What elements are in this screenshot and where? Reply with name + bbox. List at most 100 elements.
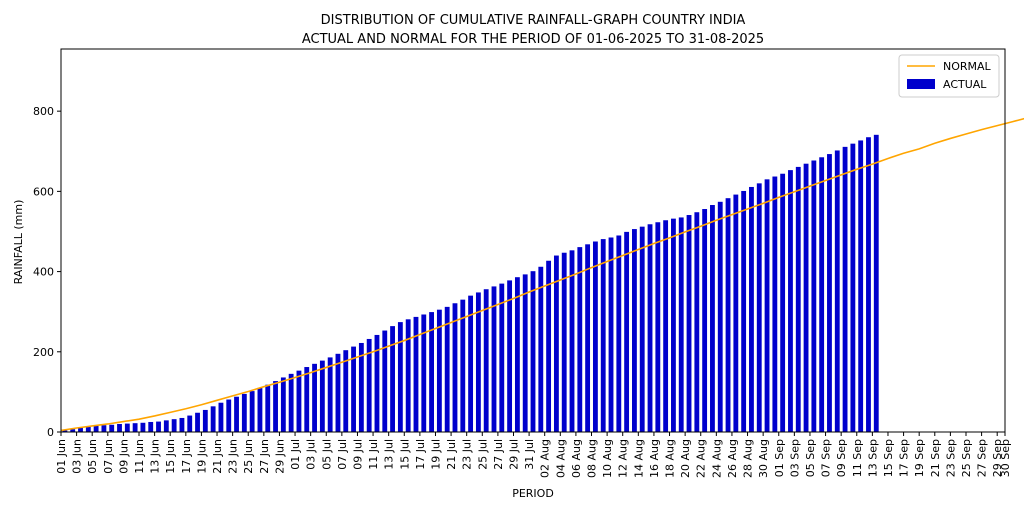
chart-subtitle: ACTUAL AND NORMAL FOR THE PERIOD OF 01-0…: [302, 32, 764, 47]
x-tick-label: 12 Aug: [617, 439, 630, 478]
actual-bar: [148, 421, 154, 432]
actual-bar: [850, 143, 856, 432]
actual-bar: [811, 160, 817, 433]
x-tick-label: 29 Jul: [508, 439, 521, 470]
actual-bar: [725, 198, 731, 432]
legend-actual-swatch: [907, 79, 935, 89]
actual-bar: [858, 140, 864, 432]
x-tick-label: 13 Jul: [383, 439, 396, 470]
actual-bar: [873, 134, 879, 432]
actual-bar: [842, 146, 848, 433]
x-tick-label: 20 Aug: [679, 439, 692, 478]
x-tick-label: 10 Aug: [601, 439, 614, 478]
x-tick-label: 21 Jun: [211, 439, 224, 474]
actual-bar: [327, 357, 333, 432]
x-tick-label: 07 Sep: [820, 439, 833, 477]
x-tick-label: 21 Sep: [929, 439, 942, 477]
actual-bar: [109, 424, 115, 432]
actual-bar: [390, 326, 395, 432]
x-tick-label: 21 Jul: [445, 439, 458, 470]
x-tick-label: 27 Sep: [976, 439, 989, 477]
actual-bar: [639, 226, 645, 432]
actual-bar: [202, 409, 208, 432]
actual-bar: [553, 255, 559, 432]
actual-bar: [819, 157, 825, 432]
actual-bar: [78, 427, 83, 432]
actual-bar: [756, 183, 762, 432]
actual-bar: [834, 150, 840, 432]
actual-bar: [538, 266, 544, 432]
actual-bar: [405, 319, 411, 432]
y-tick-label: 400: [33, 266, 54, 279]
actual-bar: [234, 396, 239, 432]
x-tick-label: 25 Jun: [242, 439, 255, 474]
x-tick-label: 05 Jun: [86, 439, 99, 474]
x-tick-label: 16 Aug: [648, 439, 661, 478]
actual-bar: [93, 425, 99, 432]
x-tick-label: 27 Jun: [258, 439, 271, 474]
x-tick-label: 22 Aug: [695, 439, 708, 478]
actual-bar: [577, 247, 583, 432]
actual-bar: [772, 176, 778, 432]
actual-bar: [319, 360, 325, 432]
actual-bar: [522, 274, 528, 432]
actual-bar: [273, 381, 278, 432]
actual-bar: [741, 190, 747, 432]
actual-bar: [491, 286, 497, 432]
actual-bar: [296, 370, 302, 432]
actual-bar: [187, 415, 193, 432]
actual-bar: [686, 215, 692, 432]
actual-bar: [312, 363, 317, 432]
actual-bar: [569, 250, 575, 432]
actual-bar: [678, 217, 684, 432]
actual-bar: [210, 406, 216, 432]
x-tick-label: 25 Jul: [476, 439, 489, 470]
x-tick-label: 29 Jun: [273, 439, 286, 474]
x-tick-label: 17 Sep: [898, 439, 911, 477]
x-tick-label: 05 Sep: [804, 439, 817, 477]
actual-bars: [62, 134, 879, 433]
actual-bar: [304, 367, 310, 432]
x-tick-label: 14 Aug: [632, 439, 645, 478]
x-tick-label: 09 Jul: [351, 439, 364, 470]
x-tick-label: 29 Sep: [991, 439, 1004, 477]
x-tick-label: 13 Jun: [149, 439, 162, 474]
y-tick-label: 200: [33, 346, 54, 359]
actual-bar: [265, 384, 271, 432]
actual-bar: [124, 423, 130, 432]
x-tick-label: 09 Jun: [117, 439, 130, 474]
actual-bar: [452, 303, 458, 432]
x-tick-label: 06 Aug: [570, 439, 583, 478]
actual-bar: [343, 350, 349, 432]
x-tick-label: 05 Jul: [320, 439, 333, 470]
actual-bar: [663, 220, 669, 432]
x-tick-label: 11 Jul: [367, 439, 380, 470]
x-tick-label: 19 Sep: [913, 439, 926, 477]
actual-bar: [702, 209, 708, 432]
y-tick-label: 0: [47, 426, 54, 439]
x-tick-label: 15 Sep: [882, 439, 895, 477]
actual-bar: [280, 377, 286, 432]
actual-bar: [483, 289, 489, 432]
actual-bar: [795, 166, 801, 432]
actual-bar: [780, 173, 786, 433]
legend-actual-label: ACTUAL: [943, 78, 987, 91]
actual-bar: [468, 295, 474, 432]
actual-bar: [460, 299, 466, 432]
actual-bar: [475, 292, 481, 432]
x-tick-label: 23 Jun: [227, 439, 240, 474]
x-tick-label: 23 Jul: [461, 439, 474, 470]
actual-bar: [85, 426, 91, 432]
x-tick-label: 01 Jul: [289, 439, 302, 470]
actual-bar: [608, 237, 614, 432]
actual-bar: [195, 412, 200, 432]
x-tick-label: 03 Jun: [71, 439, 84, 474]
y-axis-label: RAINFALL (mm): [12, 200, 25, 285]
legend-normal-label: NORMAL: [943, 60, 992, 73]
actual-bar: [561, 252, 567, 432]
normal-line-layer: [60, 117, 1024, 432]
x-tick-label: 23 Sep: [944, 439, 957, 477]
